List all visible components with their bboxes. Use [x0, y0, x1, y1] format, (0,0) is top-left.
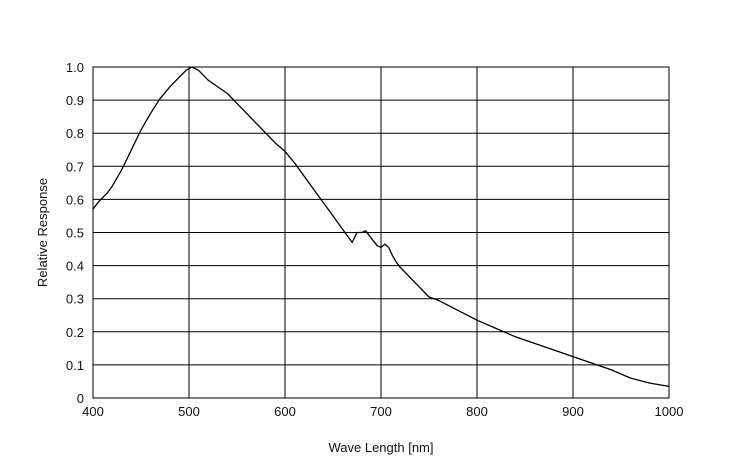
x-tick-label: 700 — [370, 404, 392, 419]
y-tick-label: 0.2 — [66, 325, 84, 340]
x-tick-label: 900 — [562, 404, 584, 419]
x-axis-title: Wave Length [nm] — [328, 440, 433, 455]
y-tick-label: 0.7 — [66, 159, 84, 174]
x-tick-label: 800 — [466, 404, 488, 419]
y-tick-label: 0.3 — [66, 292, 84, 307]
y-tick-label: 1.0 — [66, 60, 84, 75]
x-tick-label: 400 — [82, 404, 104, 419]
response-curve — [92, 66, 670, 388]
y-axis-title: Relative Response — [35, 178, 50, 287]
y-tick-label: 0.5 — [66, 226, 84, 241]
x-tick-label: 500 — [178, 404, 200, 419]
y-tick-label: 0.1 — [66, 358, 84, 373]
x-tick-labels: 400 500 600 700 800 900 1000 — [82, 404, 683, 419]
y-tick-labels: 0 0.1 0.2 0.3 0.4 0.5 0.6 0.7 0.8 0.9 1.0 — [66, 60, 84, 406]
y-tick-label: 0 — [77, 391, 84, 406]
plot-frame — [92, 66, 670, 399]
y-tick-label: 0.8 — [66, 126, 84, 141]
x-tick-label: 1000 — [655, 404, 684, 419]
y-tick-label: 0.9 — [66, 93, 84, 108]
y-tick-label: 0.6 — [66, 192, 84, 207]
y-tick-label: 0.4 — [66, 259, 84, 274]
x-tick-label: 600 — [274, 404, 296, 419]
